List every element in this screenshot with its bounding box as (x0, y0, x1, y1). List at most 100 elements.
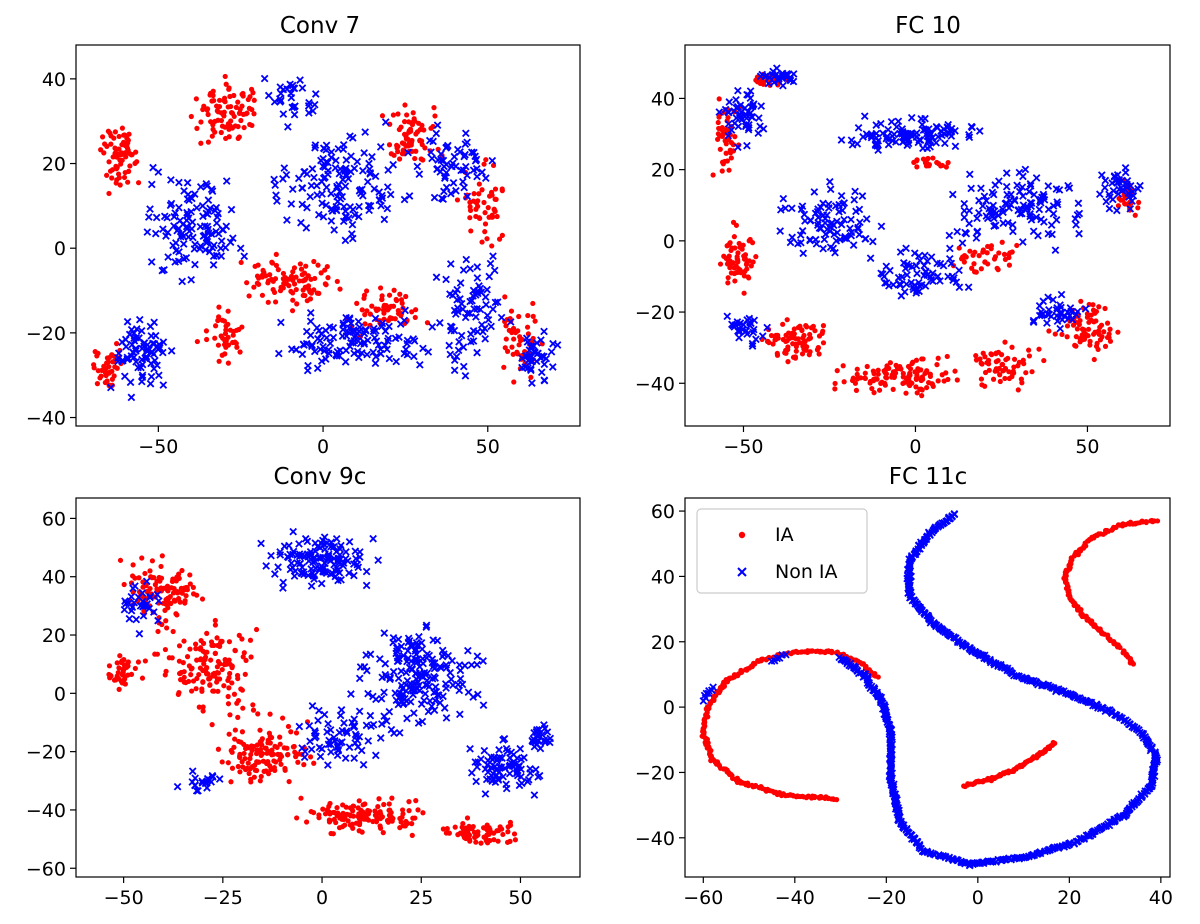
data-point-ia (500, 831, 506, 838)
data-point-ia (395, 310, 402, 317)
data-point-non-ia (150, 364, 158, 373)
data-point-ia (395, 143, 401, 150)
data-point-non-ia (107, 383, 115, 392)
data-point-ia (720, 161, 726, 167)
data-point-ia (1064, 323, 1071, 329)
data-point-non-ia (146, 205, 154, 213)
data-point-non-ia (376, 345, 385, 353)
data-point-non-ia (363, 178, 372, 186)
data-point-ia (188, 672, 194, 678)
data-point-ia (1093, 309, 1099, 315)
data-point-non-ia (311, 143, 319, 152)
data-point-non-ia (473, 172, 481, 181)
data-point-ia (181, 669, 187, 675)
data-point-non-ia (380, 215, 389, 224)
data-point-ia (419, 142, 425, 148)
data-point-ia (862, 375, 868, 381)
data-point-ia (1082, 333, 1089, 340)
data-point-ia (511, 379, 517, 385)
data-point-ia (237, 349, 243, 355)
data-point-ia (318, 270, 324, 276)
data-point-ia (495, 838, 501, 844)
data-point-ia (496, 827, 502, 834)
data-point-ia (737, 244, 743, 250)
data-point-ia (924, 384, 930, 391)
data-point-non-ia (453, 145, 462, 154)
data-point-ia (242, 671, 248, 677)
data-point-ia (728, 247, 734, 254)
axes-frame (75, 44, 581, 427)
data-point-non-ia (310, 173, 318, 182)
data-point-ia (730, 219, 737, 225)
data-point-ia (128, 671, 135, 677)
data-point-ia (254, 767, 260, 774)
data-point-non-ia (371, 314, 380, 323)
data-point-non-ia (272, 191, 280, 200)
x-tick-label: −50 (104, 887, 144, 909)
data-point-ia (481, 161, 487, 167)
data-point-ia (473, 200, 480, 206)
data-point-ia (170, 576, 176, 582)
data-point-ia (225, 677, 231, 684)
data-point-ia (103, 365, 109, 372)
data-point-ia (795, 324, 802, 331)
data-point-ia (976, 253, 982, 259)
data-point-non-ia (491, 298, 500, 307)
data-point-ia (186, 663, 193, 669)
data-point-non-ia (921, 114, 929, 123)
data-point-ia (741, 256, 748, 262)
data-point-ia (452, 824, 458, 830)
data-point-ia (121, 174, 128, 181)
data-point-ia (272, 767, 278, 773)
y-tick-label: −40 (635, 373, 675, 395)
data-point-ia (406, 808, 412, 814)
data-point-ia (163, 618, 169, 624)
data-point-non-ia (198, 202, 207, 210)
data-point-non-ia (304, 361, 312, 370)
data-point-ia (334, 805, 340, 811)
data-point-non-ia (127, 393, 136, 402)
data-point-ia (1102, 305, 1108, 312)
data-point-non-ia (733, 143, 742, 152)
data-point-ia (250, 707, 257, 713)
data-point-ia (156, 574, 162, 581)
data-point-ia (409, 832, 415, 838)
data-point-ia (970, 252, 976, 258)
data-point-ia (216, 97, 223, 103)
data-point-ia (225, 760, 231, 766)
data-point-non-ia (461, 371, 470, 380)
data-point-ia (121, 581, 127, 588)
data-point-ia (286, 778, 292, 785)
data-point-ia (909, 360, 915, 367)
data-point-ia (829, 650, 835, 656)
data-point-ia (890, 386, 896, 392)
data-point-non-ia (339, 325, 347, 334)
data-point-ia (1087, 342, 1093, 348)
data-point-ia (914, 164, 920, 170)
data-point-ia (834, 368, 840, 374)
data-point-ia (94, 381, 101, 387)
data-point-non-ia (138, 373, 147, 382)
data-point-ia (293, 730, 300, 736)
data-point-non-ia (302, 327, 311, 336)
y-tick-label: 60 (651, 501, 675, 523)
data-point-ia (420, 810, 426, 816)
data-point-ia (126, 131, 132, 137)
data-point-ia (990, 376, 997, 382)
data-point-ia (395, 149, 401, 155)
data-point-ia (381, 801, 387, 808)
data-point-ia (879, 379, 885, 385)
y-tick-label: 60 (42, 508, 66, 530)
data-point-ia (214, 108, 220, 114)
data-point-ia (914, 390, 920, 396)
data-point-ia (1064, 334, 1070, 340)
data-point-ia (1072, 342, 1078, 348)
data-point-ia (311, 760, 317, 766)
data-point-ia (508, 308, 515, 314)
data-point-ia (113, 180, 119, 186)
data-point-non-ia (385, 354, 394, 363)
data-point-ia (854, 366, 860, 372)
data-point-ia (1005, 355, 1011, 362)
data-point-ia (278, 753, 285, 760)
data-point-ia (135, 180, 142, 186)
